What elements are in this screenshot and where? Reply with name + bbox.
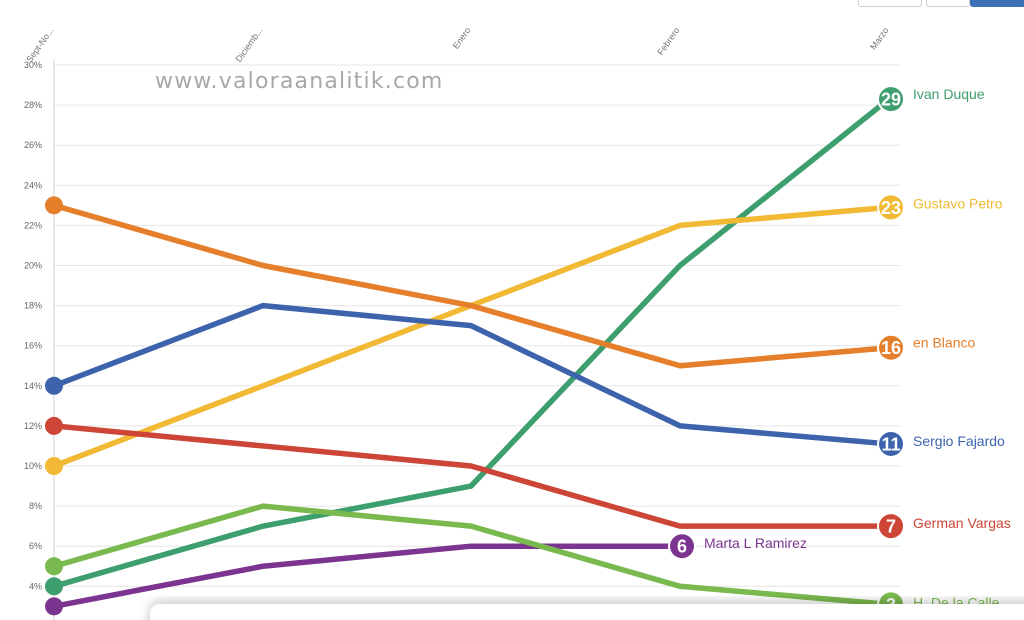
- series-line: [51, 96, 892, 590]
- end-badge: [670, 534, 694, 559]
- start-marker: [45, 376, 63, 395]
- series-name-label: German Vargas: [913, 515, 1011, 531]
- series-line: [51, 202, 892, 369]
- start-marker: [45, 196, 63, 215]
- series-line: [51, 503, 892, 608]
- series-line: [51, 543, 683, 610]
- end-badge: [879, 87, 903, 112]
- end-value-label: 23: [881, 198, 901, 218]
- start-marker: [45, 597, 63, 616]
- y-tick-label: 22%: [24, 220, 42, 230]
- y-tick-label: 28%: [24, 100, 42, 110]
- watermark-text: www.valoraanalitik.com: [155, 69, 444, 94]
- start-marker: [45, 416, 63, 435]
- series-line: [51, 423, 892, 529]
- y-tick-label: 8%: [29, 501, 42, 511]
- start-marker: [45, 577, 63, 596]
- x-tick-label: Enero: [451, 25, 473, 50]
- toolbar-button-1[interactable]: [858, 0, 922, 7]
- y-tick-label: 18%: [24, 301, 42, 311]
- start-marker: [45, 557, 63, 576]
- series-lines: [45, 96, 892, 616]
- end-badge: [879, 431, 903, 456]
- end-value-label: 6: [677, 537, 687, 557]
- start-marker: [45, 457, 63, 475]
- series-name-label: Gustavo Petro: [913, 195, 1003, 211]
- series-line: [51, 302, 892, 447]
- series-name-label: Sergio Fajardo: [913, 433, 1005, 449]
- x-tick-label: Sept-No...: [24, 25, 55, 64]
- end-badge: [879, 335, 903, 360]
- y-tick-label: 26%: [24, 140, 42, 150]
- end-value-label: 11: [881, 434, 900, 454]
- end-value-label: 16: [881, 338, 901, 358]
- end-value-label: 7: [886, 517, 896, 537]
- series-name-label: en Blanco: [913, 335, 975, 351]
- x-tick-label: Marzo: [868, 25, 891, 51]
- y-tick-label: 30%: [24, 60, 42, 70]
- y-tick-label: 12%: [24, 421, 42, 431]
- end-value-label: 29: [881, 90, 901, 110]
- y-tick-label: 14%: [24, 381, 42, 391]
- y-tick-label: 6%: [29, 541, 42, 551]
- toolbar-button-2[interactable]: [926, 0, 970, 7]
- series-name-label: Marta L Ramirez: [704, 535, 807, 551]
- y-tick-label: 20%: [24, 261, 42, 271]
- toolbar-button-3[interactable]: [970, 0, 1024, 7]
- end-badge: [879, 195, 903, 220]
- x-tick-label: Diciemb...: [233, 25, 264, 64]
- x-tick-label: Febrero: [655, 25, 681, 57]
- bottom-panel: [150, 604, 1024, 620]
- y-tick-label: 24%: [24, 180, 42, 190]
- end-badge: [879, 514, 903, 539]
- y-tick-label: 16%: [24, 341, 42, 351]
- y-tick-label: 10%: [24, 461, 42, 471]
- y-tick-label: 4%: [29, 581, 42, 591]
- series-name-label: Ivan Duque: [913, 86, 985, 102]
